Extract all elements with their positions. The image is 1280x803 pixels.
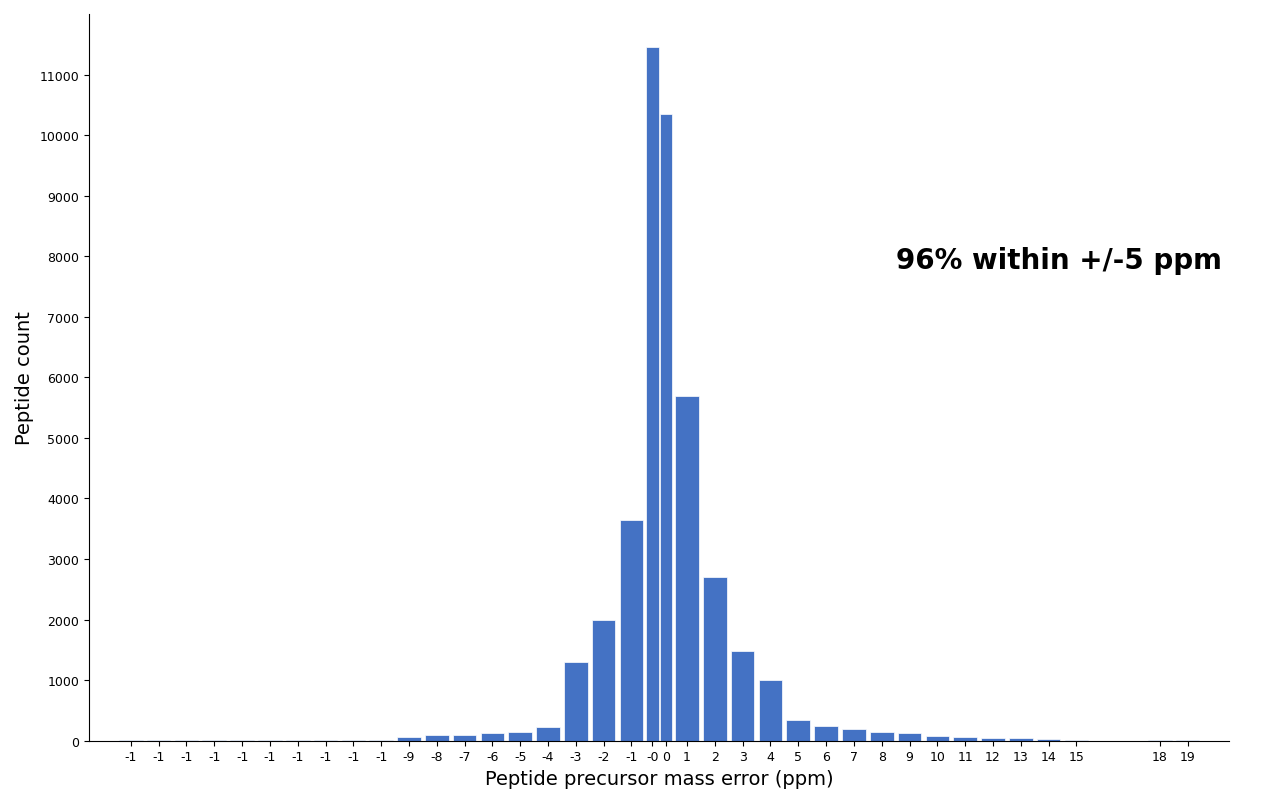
Bar (897, 734, 922, 741)
Bar (1009, 739, 1033, 741)
Bar (453, 735, 476, 741)
Bar (954, 737, 977, 741)
Bar (660, 115, 672, 741)
Bar (814, 726, 838, 741)
Bar (230, 740, 253, 741)
Bar (119, 740, 142, 741)
Bar (370, 740, 393, 741)
Bar (646, 48, 658, 741)
Bar (508, 732, 532, 741)
Bar (982, 738, 1005, 741)
Bar (259, 740, 282, 741)
Bar (425, 736, 448, 741)
Bar (870, 732, 893, 741)
Y-axis label: Peptide count: Peptide count (15, 311, 35, 445)
Bar (480, 734, 504, 741)
Bar (397, 737, 421, 741)
Bar (786, 719, 810, 741)
Bar (285, 740, 310, 741)
X-axis label: Peptide precursor mass error (ppm): Peptide precursor mass error (ppm) (485, 769, 833, 788)
Bar (174, 740, 198, 741)
Bar (1065, 740, 1088, 741)
Bar (759, 680, 782, 741)
Bar (342, 740, 365, 741)
Bar (703, 577, 727, 741)
Text: 96% within +/-5 ppm: 96% within +/-5 ppm (896, 247, 1221, 275)
Bar (620, 520, 644, 741)
Bar (314, 740, 338, 741)
Bar (591, 620, 616, 741)
Bar (676, 396, 699, 741)
Bar (202, 740, 227, 741)
Bar (925, 736, 950, 741)
Bar (842, 728, 865, 741)
Bar (731, 651, 754, 741)
Bar (1037, 739, 1060, 741)
Bar (536, 728, 559, 741)
Bar (564, 662, 588, 741)
Bar (147, 740, 170, 741)
